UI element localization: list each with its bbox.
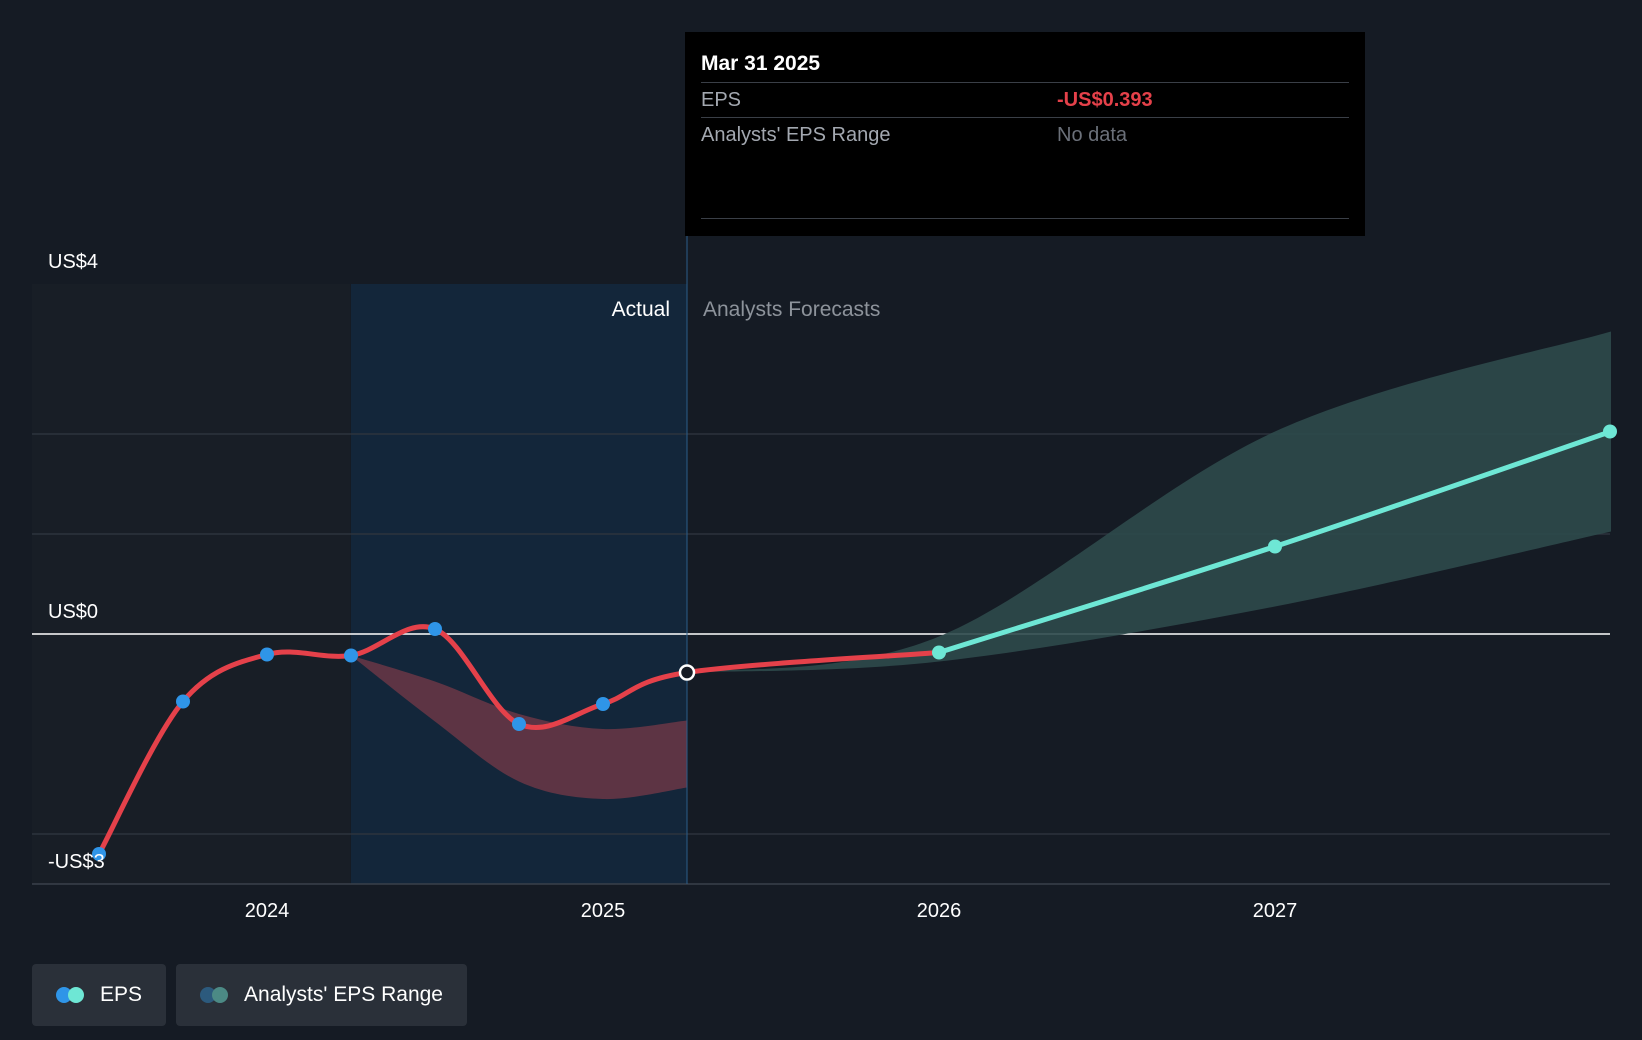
eps-forecast-point	[1268, 539, 1282, 554]
eps-actual-point	[428, 622, 442, 636]
eps-actual-point	[260, 647, 274, 662]
eps-actual-point	[596, 697, 610, 711]
eps-actual-point	[512, 717, 526, 731]
eps-point-highlighted	[678, 664, 696, 681]
eps-actual-point	[176, 694, 190, 709]
chart-legend: EPS Analysts' EPS Range	[32, 964, 467, 1026]
tooltip-row-eps: EPS -US$0.393	[701, 82, 1349, 117]
tooltip-range-value: No data	[1057, 124, 1128, 146]
forecast-label: Analysts Forecasts	[703, 298, 880, 321]
tooltip-eps-label: EPS	[701, 89, 742, 111]
tooltip-row-range: Analysts' EPS Range No data	[701, 117, 1349, 152]
x-tick-label: 2025	[581, 900, 626, 922]
eps-actual-point	[92, 847, 106, 861]
actual-label: Actual	[612, 298, 670, 321]
tooltip-date: Mar 31 2025	[701, 52, 821, 75]
legend-range-button[interactable]: Analysts' EPS Range	[176, 964, 467, 1026]
eps-forecast-point	[1603, 424, 1617, 439]
y-tick-label: -US$3	[48, 851, 105, 873]
legend-eps-label: EPS	[100, 983, 143, 1006]
legend-eps-button[interactable]: EPS	[32, 964, 167, 1026]
y-tick-label: US$4	[48, 251, 98, 273]
legend-range-label: Analysts' EPS Range	[244, 983, 443, 1006]
eps-forecast-point	[932, 645, 946, 660]
eps-chart: US$4 US$0 -US$3 2024 2025 2026 2027 Actual An…	[32, 236, 1617, 922]
range-legend-icon	[200, 987, 232, 1003]
y-tick-label: US$0	[48, 601, 98, 623]
eps-actual-point	[344, 648, 358, 663]
eps-legend-icon	[56, 987, 88, 1003]
hover-tooltip: Mar 31 2025 EPS -US$0.393 Analysts' EPS …	[685, 32, 1365, 236]
tooltip-range-label: Analysts' EPS Range	[701, 124, 891, 146]
analyst-range-future-area	[687, 331, 1611, 673]
x-tick-label: 2024	[245, 900, 290, 922]
tooltip-divider	[701, 218, 1349, 219]
plot-background-left	[32, 284, 350, 884]
x-tick-label: 2026	[917, 900, 962, 922]
tooltip-eps-value: -US$0.393	[1057, 89, 1153, 111]
x-tick-label: 2027	[1253, 900, 1298, 922]
